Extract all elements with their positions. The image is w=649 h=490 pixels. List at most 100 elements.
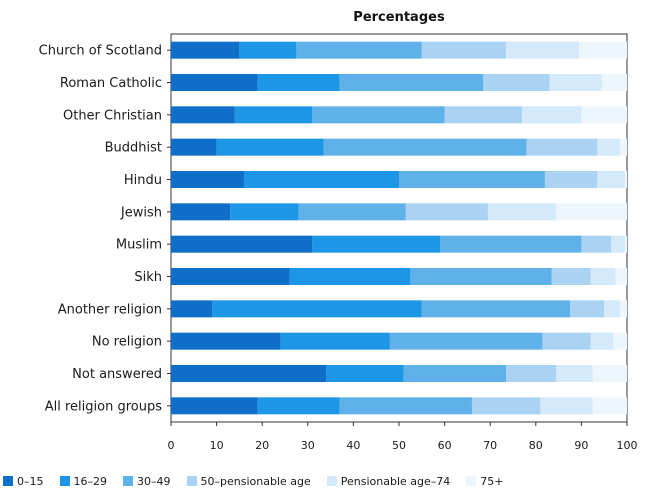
bar-segment [171, 235, 313, 253]
bar-segment [590, 268, 616, 285]
x-axis: 0 10 20 30 40 50 60 70 80 90 100 [168, 422, 638, 452]
category-label: No religion [92, 335, 162, 350]
bar-segment [257, 74, 340, 91]
bar-segment [171, 332, 281, 350]
x-tick-label: 90 [574, 439, 588, 452]
bar-segment [389, 332, 543, 350]
bar-segment [296, 41, 422, 59]
bar-segment [624, 235, 627, 253]
category-label: Roman Catholic [60, 76, 162, 91]
category-labels: Church of Scotland Roman Catholic Other Ch… [39, 44, 171, 414]
category-label: Hindu [124, 173, 162, 188]
x-tick-label: 30 [301, 439, 315, 452]
category-label: Other Christian [63, 108, 162, 123]
bar-segment [604, 300, 621, 318]
bar-segment [230, 203, 299, 221]
x-tick-label: 10 [210, 439, 224, 452]
x-tick-label: 100 [617, 439, 638, 452]
category-label: Church of Scotland [39, 44, 162, 59]
bar-segment [298, 203, 406, 221]
bar-segment [597, 171, 625, 188]
bar-segment [323, 138, 527, 156]
category-label: All religion groups [45, 399, 162, 414]
bar-segment [581, 106, 627, 124]
bar-segment [171, 300, 213, 318]
legend-item: 30–49 [123, 475, 171, 488]
bar-segment [522, 106, 582, 124]
category-label: Buddhist [105, 141, 162, 156]
plot-frame [170, 33, 628, 423]
bar-segment [339, 397, 472, 415]
bar-segment [239, 41, 297, 59]
bar-segment [257, 397, 340, 415]
bar-segment [289, 268, 411, 285]
x-tick-label: 70 [483, 439, 497, 452]
legend-swatch [326, 476, 337, 486]
bar-segment [171, 41, 240, 59]
bar-segment [620, 300, 627, 318]
legend-swatch [186, 476, 197, 486]
legend-label: 50–pensionable age [200, 474, 311, 488]
bar-segment [471, 397, 541, 415]
bar-segment [601, 74, 627, 91]
x-tick-label: 50 [392, 439, 406, 452]
bar-segment [171, 397, 258, 415]
bar-segment [405, 203, 488, 221]
bar-group [171, 41, 627, 415]
legend-item: 75+ [466, 475, 503, 488]
bar-segment [551, 268, 591, 285]
bar-segment [590, 332, 614, 350]
bar-segment [421, 41, 507, 59]
bar-segment [410, 268, 552, 285]
bar-segment [280, 332, 390, 350]
bar-segment [171, 171, 244, 188]
bar-segment [339, 74, 484, 91]
x-tick-label: 40 [346, 439, 360, 452]
category-label: Jewish [120, 205, 162, 220]
bar-segment [171, 138, 217, 156]
bar-segment [326, 365, 404, 382]
bar-segment [581, 235, 612, 253]
bar-segment [171, 365, 327, 382]
bar-segment [570, 300, 605, 318]
bar-segment [611, 235, 625, 253]
bar-segment [540, 397, 593, 415]
bar-segment [440, 235, 582, 253]
bar-segment [171, 268, 290, 285]
bar-segment [234, 106, 313, 124]
bar-segment [506, 365, 557, 382]
bar-segment [613, 332, 627, 350]
bar-segment [615, 268, 627, 285]
bar-segment [506, 41, 580, 59]
bar-segment [171, 74, 258, 91]
bar-segment [549, 74, 602, 91]
legend-swatch [59, 476, 70, 486]
bar-segment [243, 171, 399, 188]
legend-label: 75+ [480, 474, 504, 488]
legend-item: 0–15 [3, 475, 44, 488]
bar-segment [556, 203, 627, 221]
legend-label: 0–15 [17, 474, 44, 488]
bar-segment [542, 332, 591, 350]
bar-segment [444, 106, 523, 124]
stacked-bar-chart: Percentages Church of Scotland Roman Cath… [39, 10, 638, 452]
legend-swatch [466, 476, 477, 486]
bar-segment [592, 365, 627, 382]
legend-label: 16–29 [73, 474, 108, 488]
bar-segment [487, 203, 557, 221]
category-label: Another religion [58, 302, 162, 317]
bar-segment [212, 300, 422, 318]
bar-segment [216, 138, 324, 156]
bar-segment [312, 235, 441, 253]
bar-segment [403, 365, 507, 382]
legend-swatch [123, 476, 133, 486]
bar-segment [624, 171, 627, 188]
bar-segment [620, 138, 627, 156]
bar-segment [556, 365, 593, 382]
legend-label: Pensionable age–74 [340, 474, 451, 488]
x-tick-label: 20 [255, 439, 269, 452]
x-tick-label: 0 [168, 439, 175, 452]
bar-segment [171, 203, 231, 221]
category-label: Sikh [134, 270, 162, 285]
bar-segment [597, 138, 621, 156]
